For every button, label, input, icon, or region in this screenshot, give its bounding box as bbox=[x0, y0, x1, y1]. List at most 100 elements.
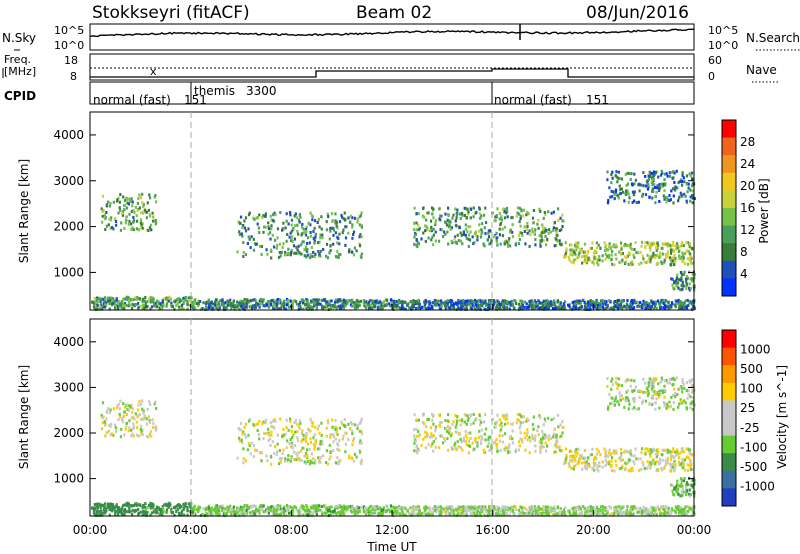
velocity-cell bbox=[279, 460, 282, 464]
velocity-cell bbox=[662, 507, 665, 511]
power-cell bbox=[260, 244, 263, 248]
velocity-cell bbox=[272, 508, 275, 512]
velocity-cell bbox=[365, 510, 368, 514]
power-cell bbox=[319, 233, 322, 237]
power-cell bbox=[248, 211, 251, 215]
power-cell bbox=[269, 302, 272, 306]
velocity-cell bbox=[320, 433, 323, 437]
power-colorbar-tick: 16 bbox=[740, 201, 755, 215]
velocity-cell bbox=[302, 513, 305, 517]
velocity-cell bbox=[333, 509, 336, 513]
velocity-cell bbox=[552, 435, 555, 439]
velocity-cell bbox=[128, 426, 131, 430]
power-cell bbox=[465, 299, 468, 303]
power-cell bbox=[294, 224, 297, 228]
power-cell bbox=[437, 239, 441, 243]
power-cell bbox=[587, 258, 590, 262]
power-cell bbox=[569, 306, 572, 310]
power-cell bbox=[123, 208, 126, 212]
velocity-cell bbox=[145, 513, 148, 517]
velocity-cell bbox=[476, 441, 479, 445]
velocity-cell bbox=[241, 513, 244, 517]
power-cell bbox=[434, 303, 438, 307]
power-cell bbox=[327, 307, 330, 311]
velocity-cell bbox=[314, 459, 317, 463]
velocity-cell bbox=[340, 420, 343, 424]
power-cell bbox=[680, 273, 684, 277]
power-cell bbox=[443, 303, 447, 307]
power-cell bbox=[503, 225, 507, 229]
power-cell bbox=[543, 227, 547, 231]
velocity-cell bbox=[523, 506, 527, 510]
power-cell bbox=[237, 302, 240, 306]
power-cell bbox=[149, 300, 152, 304]
velocity-cell bbox=[342, 508, 345, 512]
power-cell bbox=[570, 243, 573, 247]
velocity-cell bbox=[394, 506, 397, 510]
power-cell bbox=[300, 298, 303, 302]
velocity-cell bbox=[529, 505, 532, 509]
power-cell bbox=[277, 255, 281, 259]
power-cell bbox=[569, 252, 572, 256]
power-cell bbox=[394, 300, 397, 304]
velocity-cell bbox=[688, 507, 691, 511]
power-cell bbox=[680, 241, 683, 245]
power-cell bbox=[584, 256, 587, 260]
power-cell bbox=[432, 233, 435, 237]
power-cell bbox=[170, 301, 173, 305]
velocity-cell bbox=[486, 444, 489, 448]
power-cell bbox=[688, 252, 692, 256]
power-cell bbox=[469, 306, 472, 310]
velocity-cell bbox=[119, 510, 122, 514]
power-cell bbox=[207, 298, 210, 302]
power-cell bbox=[633, 172, 636, 176]
velocity-cell bbox=[296, 430, 299, 434]
power-cell bbox=[631, 183, 634, 187]
velocity-cell bbox=[329, 450, 332, 454]
power-cell bbox=[635, 300, 638, 304]
power-cell bbox=[610, 173, 613, 177]
velocity-cell bbox=[496, 449, 499, 453]
power-cell bbox=[593, 256, 596, 260]
velocity-cell bbox=[286, 509, 289, 513]
power-cell bbox=[480, 214, 483, 218]
power-cell bbox=[465, 305, 468, 309]
velocity-cell bbox=[320, 421, 323, 425]
power-cell bbox=[547, 231, 550, 235]
power-cell bbox=[561, 225, 564, 229]
velocity-cell bbox=[505, 512, 509, 516]
power-cell bbox=[258, 230, 261, 234]
velocity-cell bbox=[242, 430, 245, 434]
power-cell bbox=[536, 305, 539, 309]
power-cell bbox=[534, 243, 537, 247]
velocity-cell bbox=[556, 445, 559, 449]
power-cell bbox=[423, 215, 426, 219]
power-cell bbox=[690, 307, 694, 311]
velocity-cell bbox=[653, 511, 657, 515]
velocity-cell bbox=[317, 424, 320, 428]
power-cell bbox=[521, 307, 524, 311]
velocity-cell bbox=[103, 502, 106, 506]
velocity-cell bbox=[542, 506, 545, 510]
velocity-cell bbox=[479, 505, 482, 509]
velocity-cell bbox=[187, 502, 190, 506]
velocity-cell bbox=[504, 505, 507, 509]
power-cell bbox=[250, 306, 254, 310]
velocity-cell bbox=[244, 422, 248, 426]
power-cell bbox=[313, 226, 316, 230]
power-cell bbox=[182, 296, 185, 300]
power-cell bbox=[670, 260, 673, 264]
power-cell bbox=[110, 216, 113, 220]
power-cell bbox=[630, 172, 633, 176]
power-cell bbox=[566, 303, 570, 307]
velocity-cell bbox=[478, 414, 481, 418]
power-cell bbox=[542, 303, 545, 307]
power-cell bbox=[521, 303, 524, 307]
velocity-cell bbox=[531, 507, 534, 511]
power-cell bbox=[453, 237, 456, 241]
power-cell bbox=[653, 305, 657, 309]
power-cell bbox=[296, 216, 299, 220]
velocity-cell bbox=[530, 513, 534, 517]
velocity-cell bbox=[261, 507, 264, 511]
velocity-cell bbox=[624, 512, 627, 516]
